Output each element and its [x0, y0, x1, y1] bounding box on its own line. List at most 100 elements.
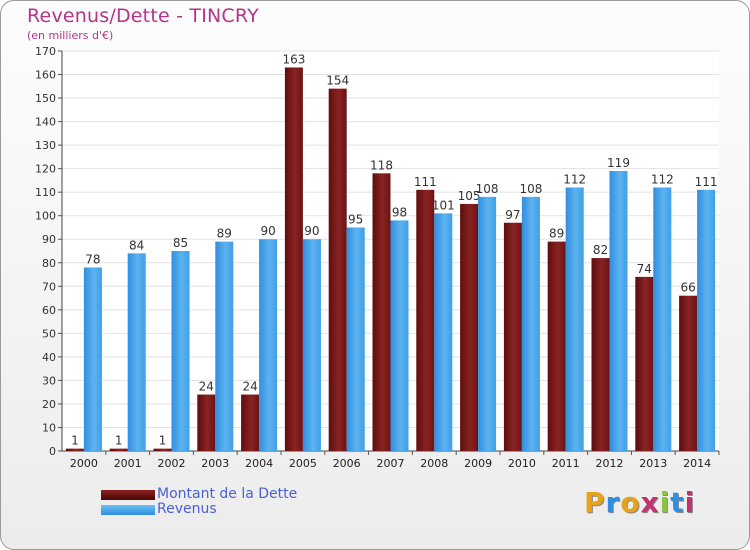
proxiti-logo: Proxiti: [584, 486, 696, 519]
x-tick-label: 2012: [596, 457, 624, 470]
bar-dette: [460, 203, 479, 451]
x-tick-label: 2005: [289, 457, 317, 470]
data-label-revenus: 85: [173, 236, 188, 250]
data-label-dette: 118: [370, 158, 393, 172]
bar-revenus: [478, 196, 497, 451]
bar-revenus: [697, 189, 716, 451]
data-label-revenus: 112: [651, 172, 674, 186]
data-label-dette: 74: [637, 262, 652, 276]
bar-dette: [679, 295, 698, 451]
x-tick-label: 2003: [201, 457, 229, 470]
x-tick-label: 2008: [420, 457, 448, 470]
x-tick-label: 2002: [158, 457, 186, 470]
bar-dette: [328, 88, 347, 451]
y-tick-label: 0: [49, 445, 56, 458]
y-tick-label: 110: [35, 186, 56, 199]
data-label-revenus: 111: [695, 175, 718, 189]
y-tick-label: 20: [42, 398, 56, 411]
data-label-revenus: 90: [304, 224, 319, 238]
y-tick-label: 40: [42, 351, 56, 364]
x-tick-label: 2006: [333, 457, 361, 470]
data-label-revenus: 112: [563, 172, 586, 186]
y-tick-label: 10: [42, 421, 56, 434]
bar-revenus: [565, 187, 584, 451]
x-tick-label: 2001: [114, 457, 142, 470]
data-label-dette: 66: [680, 281, 695, 295]
x-tick-label: 2013: [639, 457, 667, 470]
bar-dette: [547, 241, 566, 451]
data-label-revenus: 78: [85, 252, 100, 266]
bar-dette: [416, 189, 435, 451]
data-label-revenus: 84: [129, 238, 144, 252]
bar-revenus: [171, 251, 190, 451]
data-label-dette: 111: [414, 175, 437, 189]
data-label-dette: 1: [115, 434, 123, 448]
bar-revenus: [215, 241, 234, 451]
bar-dette: [372, 173, 391, 451]
y-tick-label: 120: [35, 163, 56, 176]
legend-swatch-dette: [101, 490, 155, 500]
y-tick-label: 60: [42, 304, 56, 317]
legend-label-revenus: Revenus: [157, 501, 217, 517]
data-label-revenus: 108: [476, 182, 499, 196]
y-tick-label: 130: [35, 139, 56, 152]
data-label-dette: 154: [326, 74, 349, 88]
bar-dette: [197, 394, 216, 451]
data-label-dette: 97: [505, 208, 520, 222]
data-label-dette: 24: [242, 380, 257, 394]
data-label-revenus: 119: [607, 156, 630, 170]
data-label-revenus: 108: [519, 182, 542, 196]
x-tick-label: 2009: [464, 457, 492, 470]
bar-revenus: [609, 171, 628, 451]
y-tick-label: 100: [35, 210, 56, 223]
y-tick-label: 30: [42, 374, 56, 387]
y-tick-label: 160: [35, 69, 56, 82]
x-tick-label: 2010: [508, 457, 536, 470]
bar-revenus: [127, 253, 146, 451]
data-label-revenus: 95: [348, 212, 363, 226]
bar-revenus: [346, 227, 365, 451]
bar-revenus: [83, 267, 102, 451]
data-label-dette: 163: [282, 52, 305, 66]
bar-revenus: [259, 239, 278, 451]
x-tick-label: 2007: [377, 457, 405, 470]
data-label-dette: 1: [159, 434, 167, 448]
data-label-dette: 105: [458, 189, 481, 203]
data-label-dette: 82: [593, 243, 608, 257]
bar-revenus: [521, 196, 540, 451]
legend-swatch-revenus: [101, 505, 155, 515]
y-tick-label: 80: [42, 257, 56, 270]
y-tick-label: 150: [35, 92, 56, 105]
legend-label-dette: Montant de la Dette: [157, 486, 298, 502]
data-label-revenus: 101: [432, 198, 455, 212]
x-tick-label: 2014: [683, 457, 711, 470]
data-label-dette: 89: [549, 227, 564, 241]
bar-dette: [153, 448, 172, 451]
bar-dette: [284, 67, 303, 452]
bar-revenus: [302, 239, 321, 451]
y-tick-label: 90: [42, 233, 56, 246]
data-label-dette: 1: [71, 434, 79, 448]
bar-revenus: [390, 220, 409, 451]
bar-dette: [65, 448, 84, 451]
bar-revenus: [653, 187, 672, 451]
bar-revenus: [434, 213, 453, 451]
x-tick-label: 2000: [70, 457, 98, 470]
bar-dette: [591, 258, 610, 451]
data-label-revenus: 89: [217, 227, 232, 241]
x-tick-label: 2011: [552, 457, 580, 470]
bar-dette: [109, 448, 128, 451]
x-tick-label: 2004: [245, 457, 273, 470]
data-label-dette: 24: [199, 380, 214, 394]
chart-unit-label: (en milliers d'€): [27, 29, 114, 42]
bar-dette: [241, 394, 260, 451]
y-tick-label: 70: [42, 280, 56, 293]
y-tick-label: 170: [35, 45, 56, 58]
bar-dette: [503, 222, 522, 451]
data-label-revenus: 98: [392, 205, 407, 219]
y-tick-label: 140: [35, 116, 56, 129]
bar-dette: [635, 276, 654, 451]
y-tick-label: 50: [42, 327, 56, 340]
